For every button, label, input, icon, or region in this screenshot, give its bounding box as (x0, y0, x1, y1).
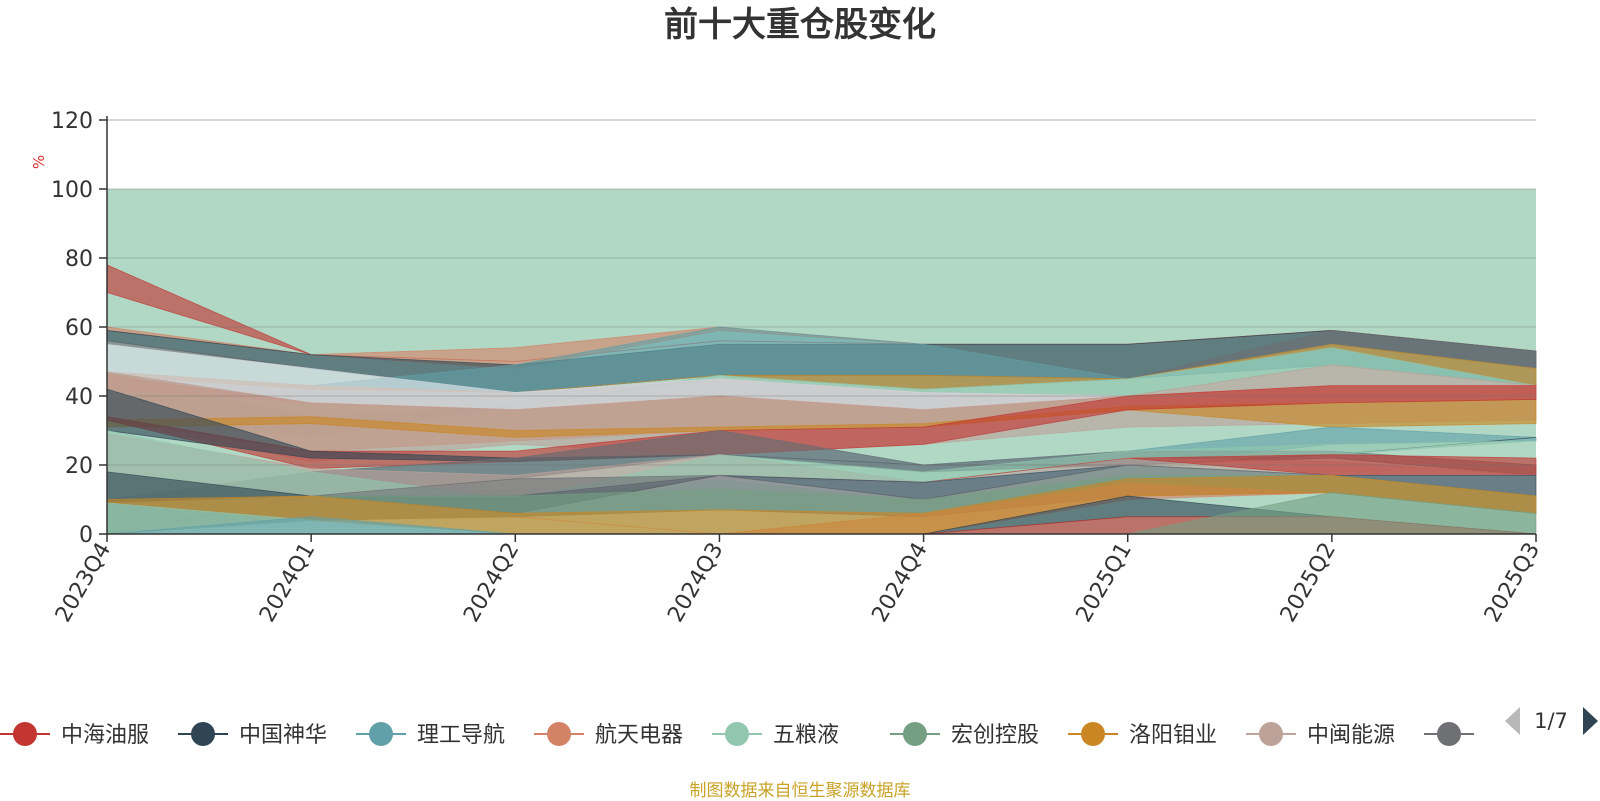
y-tick-label: 100 (51, 178, 93, 203)
legend-marker (191, 722, 215, 746)
x-tick-label: 2023Q4 (51, 539, 116, 627)
legend-next-icon[interactable] (1583, 707, 1598, 735)
legend-item: 中国神华 (178, 722, 327, 748)
legend-item: 理工导航 (356, 722, 505, 748)
legend-label: 洛阳钼业 (1129, 723, 1217, 748)
legend-label: 理工导航 (417, 723, 505, 748)
x-tick-label: 2024Q1 (255, 539, 320, 627)
legend-label: 五粮液 (773, 723, 839, 748)
legend-item: 宏创控股 (890, 722, 1039, 748)
legend-marker (1081, 722, 1105, 746)
legend-label: 宏创控股 (951, 723, 1039, 748)
legend-marker (903, 722, 927, 746)
legend-item: 航天电器 (534, 722, 683, 748)
area-band-12 (106, 399, 1537, 438)
x-tick-label: 2024Q3 (663, 539, 728, 627)
x-tick-label: 2025Q2 (1276, 539, 1341, 627)
legend-marker (369, 722, 393, 746)
y-tick-label: 120 (51, 109, 93, 134)
legend-page-indicator: 1/7 (1534, 709, 1568, 733)
legend-marker (1259, 722, 1283, 746)
legend-item: 中闽能源 (1246, 722, 1395, 748)
area-bands (106, 189, 1537, 535)
legend-item: 洛阳钼业 (1068, 722, 1217, 748)
x-tick-label: 2025Q1 (1072, 539, 1137, 627)
legend-label: 中闽能源 (1307, 723, 1395, 748)
y-tick-label: 40 (65, 385, 93, 410)
legend-marker (1437, 722, 1461, 746)
y-axis-unit: % (30, 155, 48, 169)
grid (107, 119, 1536, 466)
legend-item: 紫金矿业 (1424, 722, 1474, 746)
chart-title: 前十大重仓股变化 (664, 5, 936, 45)
legend-pager: 1/7 (1505, 707, 1598, 735)
legend-item: 中海油服 (0, 722, 149, 748)
y-tick-label: 0 (79, 523, 93, 548)
x-tick-label: 2025Q3 (1480, 539, 1545, 627)
x-tick-label: 2024Q2 (459, 539, 524, 627)
y-tick-label: 80 (65, 247, 93, 272)
legend-label: 中海油服 (61, 723, 149, 748)
legend-marker (13, 722, 37, 746)
legend-label: 中国神华 (239, 723, 327, 748)
y-tick-label: 60 (65, 316, 93, 341)
y-tick-label: 20 (65, 454, 93, 479)
legend-marker (547, 722, 571, 746)
data-source-note: 制图数据来自恒生聚源数据库 (689, 781, 911, 801)
x-tick-label: 2024Q4 (867, 539, 932, 627)
legend-item: 五粮液 (712, 722, 839, 748)
legend-label: 航天电器 (595, 723, 683, 748)
legend-marker (725, 722, 749, 746)
legend-prev-icon[interactable] (1505, 707, 1520, 735)
legend: 中海油服 中国神华 理工导航 航天电器 五粮液 宏创控股 洛阳钼业 中闽能源 紫金矿业 (0, 722, 1474, 748)
